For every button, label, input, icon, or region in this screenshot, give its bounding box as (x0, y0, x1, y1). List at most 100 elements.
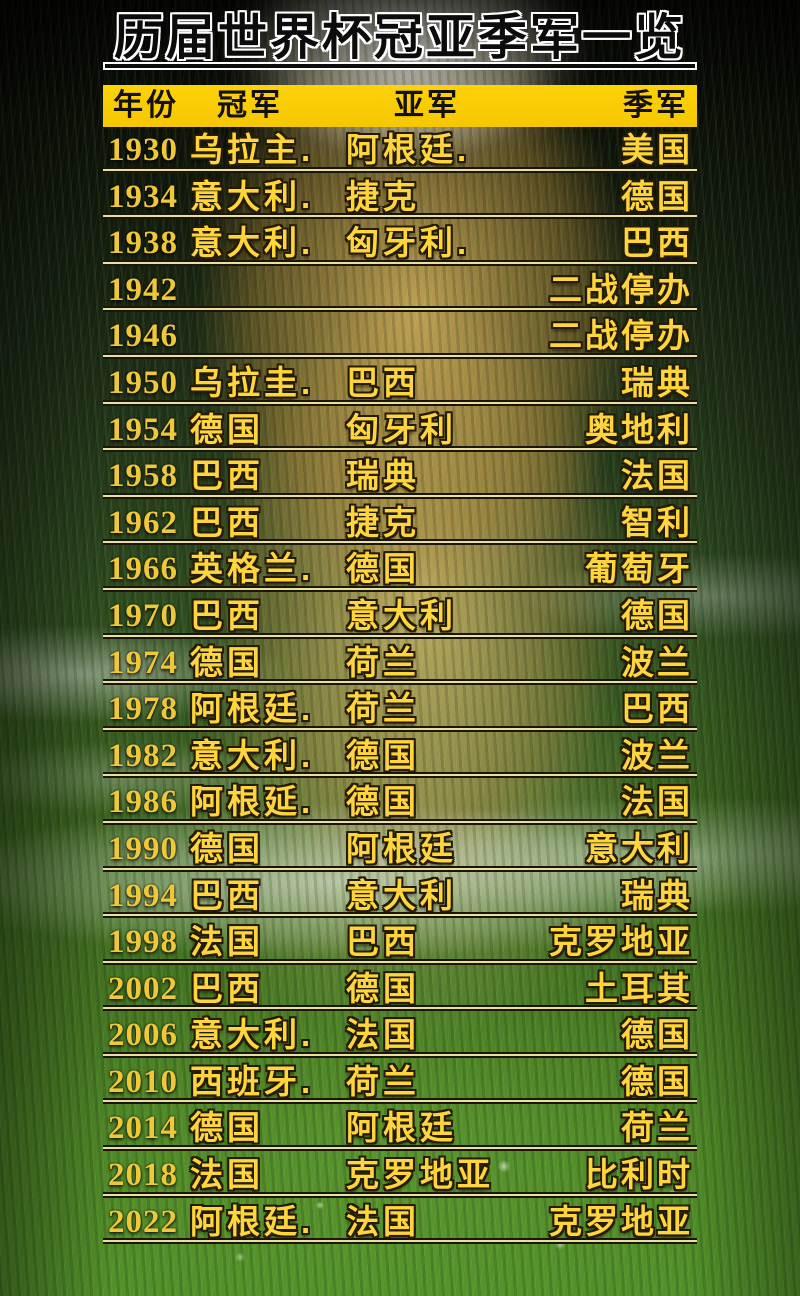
table-row: 2014 德国 阿根廷 荷兰 (103, 1106, 697, 1153)
table-row: 2006 意大利. 法国 德国 (103, 1013, 697, 1060)
third-place-cell: 德国 (621, 177, 693, 215)
table-row: 1958 巴西 瑞典 法国 (103, 454, 697, 501)
year-cell: 2010 (108, 1063, 178, 1100)
year-cell: 1934 (108, 178, 178, 215)
runner-up-cell: 德国 (346, 783, 420, 821)
third-place-cell: 瑞典 (621, 876, 693, 914)
year-cell: 1998 (108, 924, 178, 961)
row-underline (103, 539, 697, 546)
third-place-cell: 法国 (621, 783, 693, 821)
champion-cell: 巴西 (190, 596, 264, 634)
table-header-bar: 年份 冠军 亚军 季军 (103, 85, 697, 127)
table-body: 1930 乌拉主. 阿根廷. 美国 1934 意大利. 捷克 德国 1938 意… (103, 128, 697, 1246)
row-underline (103, 772, 697, 779)
year-cell: 2018 (108, 1157, 178, 1194)
table-row: 1998 法国 巴西 克罗地亚 (103, 920, 697, 967)
champion-cell: 意大利. (190, 1016, 315, 1054)
table-row: 2010 西班牙. 荷兰 德国 (103, 1060, 697, 1107)
table-row: 1966 英格兰. 德国 葡萄牙 (103, 547, 697, 594)
runner-up-cell: 意大利 (346, 596, 457, 634)
third-place-cell: 二战停办 (549, 317, 693, 355)
runner-up-cell: 克罗地亚 (346, 1156, 494, 1194)
header-third-place: 季军 (623, 89, 689, 122)
third-place-cell: 波兰 (621, 736, 693, 774)
third-place-cell: 葡萄牙 (585, 550, 693, 588)
champion-cell: 阿根廷. (190, 690, 315, 728)
table-row: 1982 意大利. 德国 波兰 (103, 734, 697, 781)
third-place-cell: 巴西 (621, 224, 693, 262)
year-cell: 1954 (108, 411, 178, 448)
table-row: 1938 意大利. 匈牙利. 巴西 (103, 221, 697, 268)
table-row: 1946 二战停办 (103, 314, 697, 361)
row-underline (103, 1098, 697, 1105)
champion-cell: 阿根廷. (190, 1202, 315, 1240)
row-underline (103, 446, 697, 453)
champion-cell: 德国 (190, 643, 264, 681)
runner-up-cell: 匈牙利. (346, 224, 471, 262)
row-underline (103, 1051, 697, 1058)
third-place-cell: 克罗地亚 (549, 1202, 693, 1240)
champion-cell: 意大利. (190, 177, 315, 215)
table-row: 1950 乌拉圭. 巴西 瑞典 (103, 361, 697, 408)
third-place-cell: 美国 (621, 131, 693, 168)
third-place-cell: 意大利 (585, 829, 693, 867)
table-row: 2018 法国 克罗地亚 比利时 (103, 1153, 697, 1200)
year-cell: 1978 (108, 691, 178, 728)
row-underline (103, 259, 697, 266)
table-row: 2022 阿根廷. 法国 克罗地亚 (103, 1200, 697, 1247)
row-underline (103, 679, 697, 686)
row-underline (103, 818, 697, 825)
row-underline (103, 725, 697, 732)
row-underline (103, 306, 697, 313)
table-row: 1942 二战停办 (103, 268, 697, 315)
runner-up-cell: 阿根廷 (346, 829, 457, 867)
champion-cell: 法国 (190, 1156, 264, 1194)
champion-cell: 阿根延. (190, 783, 315, 821)
row-underline (103, 865, 697, 872)
year-cell: 1946 (108, 318, 178, 355)
champion-cell: 法国 (190, 923, 264, 961)
year-cell: 1974 (108, 644, 178, 681)
runner-up-cell: 法国 (346, 1016, 420, 1054)
row-underline (103, 492, 697, 499)
third-place-cell: 比利时 (585, 1156, 693, 1194)
row-underline (103, 912, 697, 919)
runner-up-cell: 捷克 (346, 503, 420, 541)
champion-cell: 巴西 (190, 457, 264, 495)
third-place-cell: 奥地利 (585, 410, 693, 448)
runner-up-cell: 阿根廷 (346, 1109, 457, 1147)
header-champion: 冠军 (217, 89, 283, 122)
third-place-cell: 荷兰 (621, 1109, 693, 1147)
table-row: 1934 意大利. 捷克 德国 (103, 175, 697, 222)
runner-up-cell: 阿根廷. (346, 131, 471, 168)
year-cell: 1994 (108, 877, 178, 914)
table-row: 1954 德国 匈牙利 奥地利 (103, 408, 697, 455)
table-row: 1970 巴西 意大利 德国 (103, 594, 697, 641)
table-row: 2002 巴西 德国 土耳其 (103, 967, 697, 1014)
year-cell: 1962 (108, 504, 178, 541)
year-cell: 1958 (108, 458, 178, 495)
year-cell: 2006 (108, 1017, 178, 1054)
runner-up-cell: 荷兰 (346, 1062, 420, 1100)
champion-cell: 巴西 (190, 969, 264, 1007)
third-place-cell: 克罗地亚 (549, 923, 693, 961)
champion-cell: 德国 (190, 1109, 264, 1147)
row-underline (103, 213, 697, 220)
row-underline (103, 1238, 697, 1245)
year-cell: 1982 (108, 737, 178, 774)
runner-up-cell: 法国 (346, 1202, 420, 1240)
year-cell: 2014 (108, 1110, 178, 1147)
row-underline (103, 352, 697, 359)
champion-cell: 英格兰. (190, 550, 315, 588)
third-place-cell: 波兰 (621, 643, 693, 681)
year-cell: 1930 (108, 132, 178, 168)
row-underline (103, 585, 697, 592)
table-row: 1962 巴西 捷克 智利 (103, 501, 697, 548)
third-place-cell: 德国 (621, 596, 693, 634)
runner-up-cell: 瑞典 (346, 457, 420, 495)
page-title: 历届世界杯冠亚季军一览 (113, 10, 686, 65)
champion-cell: 乌拉主. (190, 131, 315, 168)
year-cell: 1986 (108, 784, 178, 821)
year-cell: 1966 (108, 551, 178, 588)
